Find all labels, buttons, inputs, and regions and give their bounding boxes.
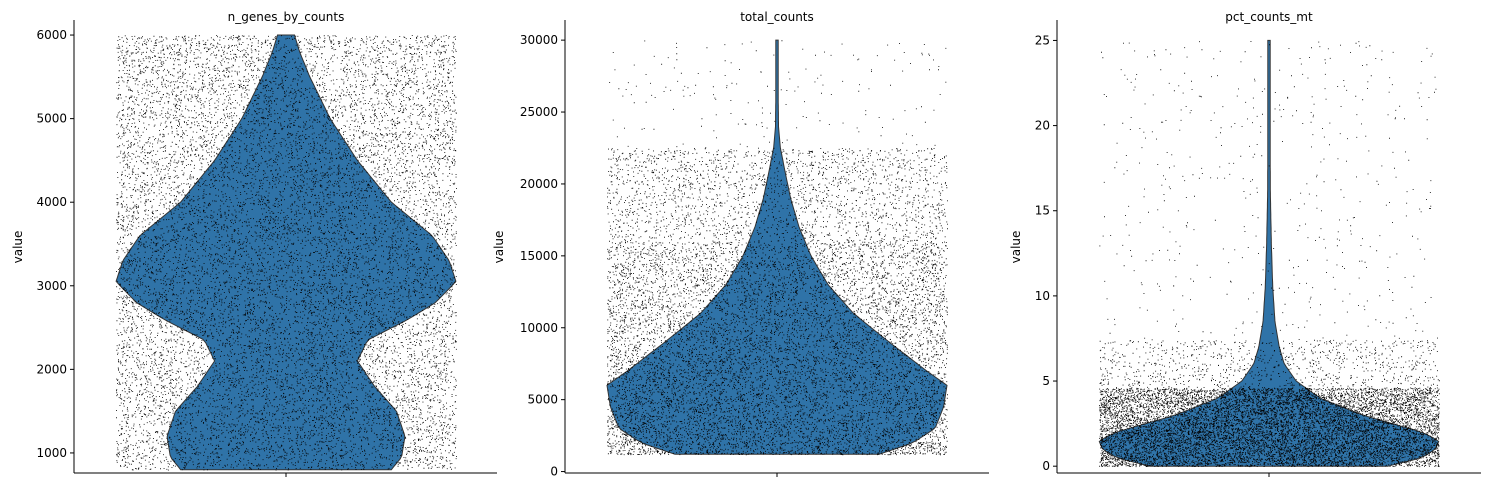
violin-panel-n-genes-by-counts: n_genes_by_counts value 1000 2000 3000 4000… bbox=[11, 10, 497, 477]
axes: 0 5000 10000 15000 20000 25000 30000 bbox=[520, 20, 989, 479]
y-tick-label: 25 bbox=[1035, 33, 1050, 47]
y-axis-label: value bbox=[1009, 231, 1023, 264]
panel-title: pct_counts_mt bbox=[1225, 10, 1313, 24]
jitter-points bbox=[116, 35, 457, 471]
y-tick-label: 15000 bbox=[520, 249, 558, 263]
y-tick-label: 0 bbox=[550, 465, 558, 479]
y-tick-label: 20 bbox=[1035, 119, 1050, 133]
y-tick-label: 5 bbox=[1042, 374, 1050, 388]
y-tick-label: 2000 bbox=[36, 362, 67, 376]
panel-title: total_counts bbox=[740, 10, 814, 24]
y-tick-label: 0 bbox=[1042, 459, 1050, 473]
y-tick-label: 30000 bbox=[520, 33, 558, 47]
panel-title: n_genes_by_counts bbox=[228, 10, 345, 24]
y-tick-label: 6000 bbox=[36, 28, 67, 42]
axes: 0 5 10 15 20 25 bbox=[1035, 20, 1481, 477]
y-tick-label: 15 bbox=[1035, 204, 1050, 218]
y-tick-label: 5000 bbox=[36, 112, 67, 126]
y-tick-label: 1000 bbox=[36, 446, 67, 460]
y-tick-label: 20000 bbox=[520, 177, 558, 191]
y-axis-label: value bbox=[11, 231, 25, 264]
y-tick-label: 5000 bbox=[527, 393, 558, 407]
violin-shape bbox=[115, 34, 457, 471]
y-tick-label: 25000 bbox=[520, 105, 558, 119]
y-axis-label: value bbox=[492, 231, 506, 264]
y-tick-label: 3000 bbox=[36, 279, 67, 293]
y-tick-label: 4000 bbox=[36, 195, 67, 209]
point-cloud bbox=[116, 35, 457, 471]
violin-body bbox=[115, 34, 457, 471]
y-tick-label: 10000 bbox=[520, 321, 558, 335]
violin-panel-pct-counts-mt: pct_counts_mt value 0 5 10 15 20 25 bbox=[1009, 10, 1481, 477]
y-tick-label: 10 bbox=[1035, 289, 1050, 303]
axes: 1000 2000 3000 4000 5000 6000 bbox=[36, 20, 497, 477]
violin-panel-total-counts: total_counts value 0 5000 10000 15000 20000 2… bbox=[492, 10, 989, 479]
